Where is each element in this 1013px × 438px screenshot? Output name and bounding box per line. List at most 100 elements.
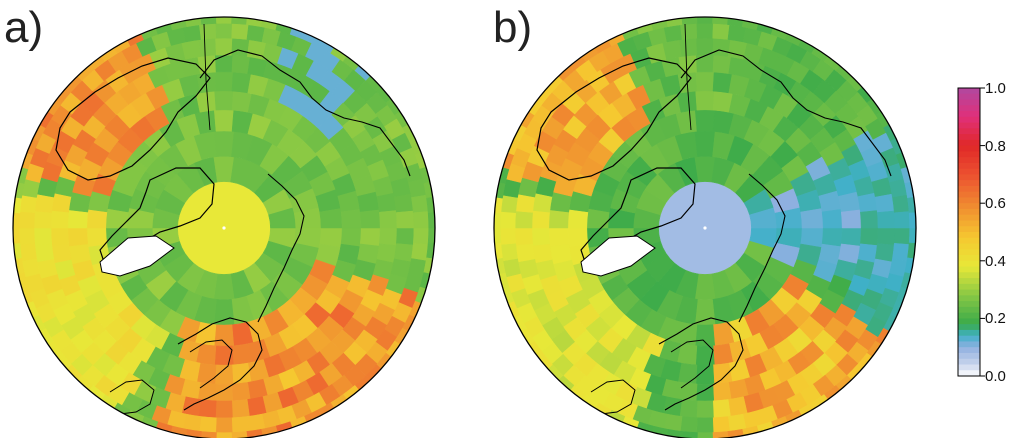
- colorbar-swatch: [958, 191, 980, 198]
- field-cell: [215, 400, 233, 419]
- field-cell: [197, 54, 217, 74]
- field-cell: [214, 71, 234, 92]
- colorbar-swatch: [958, 312, 980, 319]
- field-cell: [246, 24, 266, 43]
- field-cell: [665, 428, 683, 438]
- field-cell: [514, 227, 533, 246]
- field-cell: [34, 243, 55, 263]
- colorbar-swatch: [958, 122, 980, 129]
- colorbar-swatch: [958, 88, 980, 95]
- north-pole-marker-b: [703, 226, 707, 230]
- field-cell: [376, 192, 397, 213]
- colorbar-swatch: [958, 180, 980, 187]
- field-cell: [494, 196, 503, 214]
- field-cell: [231, 17, 248, 25]
- field-cell: [908, 227, 916, 244]
- field-cell: [182, 413, 202, 432]
- field-cell: [712, 54, 732, 74]
- field-cell: [821, 209, 843, 229]
- colorbar-swatch: [958, 145, 980, 152]
- colorbar-swatch: [958, 260, 980, 267]
- colorbar-swatch: [958, 347, 980, 354]
- field-cell: [199, 416, 217, 433]
- colorbar-swatch: [958, 208, 980, 216]
- coastlines-b: [536, 23, 892, 415]
- field-cell: [231, 362, 252, 385]
- field-cell: [34, 193, 55, 213]
- colorbar-swatch: [958, 197, 980, 204]
- field-cell: [907, 196, 916, 214]
- field-cell: [800, 208, 824, 229]
- colorbar-swatch: [958, 134, 980, 141]
- field-cell: [19, 227, 35, 245]
- field-cell: [200, 17, 217, 25]
- field-cell: [821, 227, 843, 247]
- field-cell: [696, 17, 714, 24]
- field-cell: [215, 37, 233, 56]
- colorbar-swatch: [958, 162, 980, 170]
- colorbar: 1.0 0.8 0.6 0.4 0.2 0.0: [957, 80, 1006, 385]
- field-cell: [199, 23, 217, 40]
- field-cell: [712, 431, 729, 438]
- north-pole-marker-a: [222, 226, 226, 230]
- field-cell: [246, 396, 267, 417]
- field-cell: [184, 428, 202, 438]
- field-cell: [712, 416, 730, 433]
- field-cell: [907, 242, 916, 260]
- field-cell: [33, 210, 52, 229]
- field-cell: [679, 399, 698, 418]
- field-cell: [494, 242, 503, 260]
- field-cell: [696, 417, 714, 433]
- field-cell: [696, 23, 714, 39]
- colorbar-swatch: [958, 226, 980, 233]
- colorbar-swatch: [958, 139, 980, 146]
- colorbar-swatch: [958, 168, 980, 175]
- field-cell: [727, 24, 747, 43]
- colorbar-tick-label: 0.0: [985, 368, 1006, 385]
- field-cell: [86, 227, 108, 247]
- field-cell: [231, 399, 250, 418]
- field-cell: [67, 209, 89, 229]
- field-cell: [712, 38, 731, 57]
- colorbar-tick-label: 0.6: [985, 195, 1006, 212]
- colorbar-swatch: [958, 203, 980, 210]
- field-cell: [396, 227, 415, 246]
- polar-map-a: [12, 16, 436, 438]
- field-cell: [676, 90, 698, 113]
- field-cell: [494, 212, 502, 229]
- field-cell: [532, 243, 553, 264]
- field-cell: [694, 324, 716, 347]
- field-cell: [695, 90, 715, 111]
- colorbar-swatch: [958, 93, 980, 100]
- field-cell: [231, 431, 248, 438]
- field-cell: [200, 431, 217, 438]
- map-border-b: [493, 16, 917, 438]
- field-cell: [340, 209, 362, 229]
- field-cell: [213, 130, 235, 157]
- colorbar-swatch: [958, 185, 980, 193]
- field-cells-b: [494, 17, 916, 438]
- field-cell: [515, 193, 536, 213]
- field-cell: [877, 227, 896, 246]
- colorbar-swatch: [958, 352, 980, 360]
- field-cell: [695, 71, 715, 92]
- field-cell: [215, 17, 233, 24]
- field-cell: [33, 227, 52, 246]
- field-cell: [231, 416, 249, 433]
- field-cell: [51, 243, 72, 264]
- field-cell: [548, 227, 570, 247]
- colorbar-swatch: [958, 358, 980, 365]
- field-cell: [214, 90, 234, 111]
- field-cell: [50, 210, 69, 229]
- field-cell: [494, 227, 502, 244]
- field-cell: [214, 54, 234, 73]
- field-cell: [515, 243, 536, 263]
- field-cell: [231, 343, 253, 366]
- field-cell: [198, 38, 217, 57]
- field-cell: [213, 299, 235, 326]
- colorbar-swatch: [958, 255, 980, 262]
- field-cell: [663, 413, 683, 432]
- field-cell: [19, 243, 37, 262]
- field-cell: [319, 208, 343, 229]
